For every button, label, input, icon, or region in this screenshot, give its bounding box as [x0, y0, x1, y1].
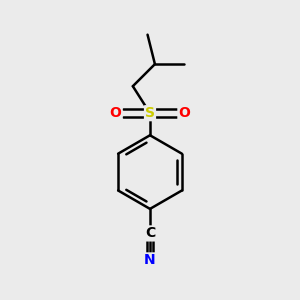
Text: N: N [144, 254, 156, 267]
Text: C: C [145, 226, 155, 240]
Text: O: O [178, 106, 190, 120]
Text: S: S [145, 106, 155, 120]
Text: O: O [110, 106, 122, 120]
